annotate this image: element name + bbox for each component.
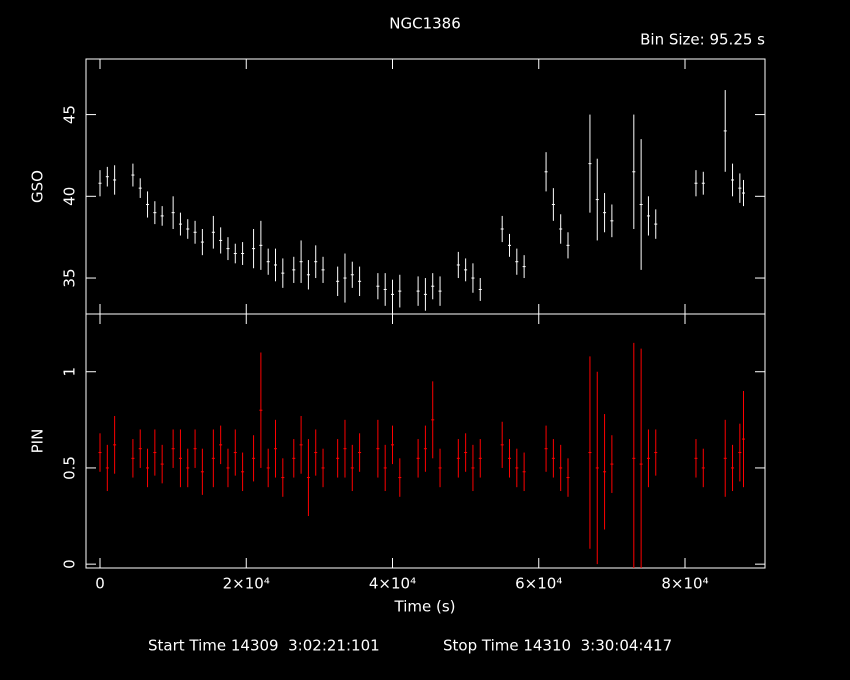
y-tick-label: 45 (61, 105, 79, 124)
x-tick-label: 4×10⁴ (369, 575, 416, 593)
stop-time: Stop Time 14310 3:30:04:417 (443, 637, 672, 655)
y-axis-label: GSO (29, 170, 47, 203)
y-tick-label: 0.5 (61, 456, 79, 480)
y-tick-label: 40 (61, 187, 79, 206)
x-axis-label: Time (s) (394, 598, 456, 616)
chart-title: NGC1386 (389, 15, 461, 33)
x-tick-label: 8×10⁴ (661, 575, 708, 593)
start-time: Start Time 14309 3:02:21:101 (148, 637, 380, 655)
x-tick-label: 2×10⁴ (223, 575, 270, 593)
y-tick-label: 1 (61, 367, 79, 377)
y-tick-label: 0 (61, 559, 79, 569)
y-tick-label: 35 (61, 268, 79, 287)
y-axis-label: PIN (29, 429, 47, 454)
bin-size: Bin Size: 95.25 s (640, 31, 765, 49)
x-tick-label: 0 (95, 575, 105, 593)
x-tick-label: 6×10⁴ (515, 575, 562, 593)
